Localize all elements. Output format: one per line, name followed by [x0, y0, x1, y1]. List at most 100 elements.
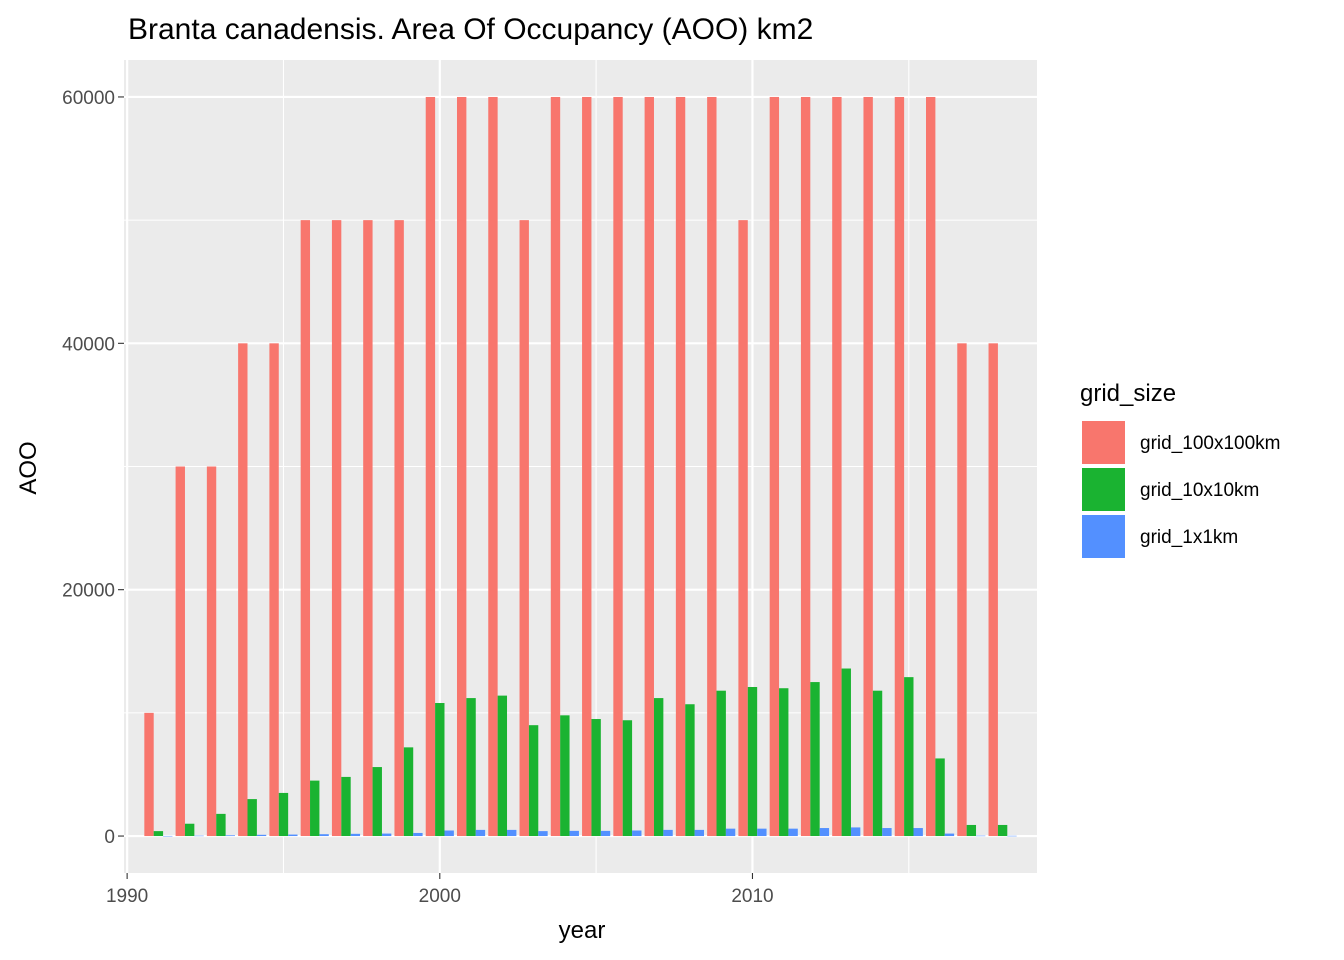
bar [341, 776, 351, 837]
bar [819, 828, 830, 837]
legend-swatch [1082, 468, 1125, 511]
bar [997, 824, 1008, 837]
bar [497, 695, 508, 837]
series-grid_1x1km [163, 827, 1017, 837]
bar [966, 824, 977, 837]
bar [582, 96, 592, 837]
bar [957, 343, 967, 837]
bar [926, 96, 936, 837]
bar [894, 96, 905, 837]
bar [632, 830, 642, 837]
bar [331, 220, 342, 837]
bar [184, 823, 195, 837]
bar [278, 792, 289, 837]
bar [550, 96, 561, 837]
bar [153, 831, 164, 837]
bar [256, 834, 267, 837]
series-grid_10x10km [153, 668, 1008, 837]
bar [194, 835, 204, 837]
bar [444, 830, 454, 837]
legend-label: grid_1x1km [1140, 527, 1238, 548]
bar [456, 96, 467, 837]
bar [394, 220, 404, 837]
series-grid_100x100km [144, 96, 998, 837]
bar [685, 704, 695, 837]
y-tick-label: 40000 [62, 334, 115, 355]
x-axis: 1990 2000 2010 [106, 873, 774, 907]
bar [850, 827, 861, 837]
bar [363, 220, 373, 837]
bar [300, 220, 311, 837]
y-tick-label: 60000 [62, 88, 115, 109]
bar [238, 343, 248, 837]
bar [800, 96, 811, 837]
bar [538, 831, 548, 837]
y-tick-label: 0 [104, 827, 115, 848]
bar [810, 682, 820, 837]
bar [591, 719, 601, 837]
x-axis-title: year [559, 917, 606, 944]
y-axis-title: AOO [15, 441, 42, 494]
bar [872, 690, 883, 837]
bar [769, 96, 780, 837]
bar [381, 833, 392, 837]
bar [747, 686, 758, 837]
bar [225, 835, 235, 837]
bar [560, 715, 570, 837]
legend: grid_size grid_100x100km grid_10x10kmgrid… [1080, 380, 1280, 558]
bar [935, 758, 945, 837]
bar [163, 835, 173, 837]
legend-swatch [1082, 421, 1125, 464]
bar [319, 834, 329, 837]
bar [144, 712, 154, 837]
bar [216, 813, 226, 837]
bars [144, 96, 1017, 837]
bar [528, 725, 539, 837]
bar [613, 96, 623, 837]
bar [694, 829, 705, 837]
bar [206, 466, 217, 837]
bar [976, 835, 986, 837]
bar [675, 96, 686, 837]
bar [519, 220, 529, 837]
bar [644, 96, 654, 837]
bar [600, 830, 611, 837]
bar [841, 668, 851, 837]
bar [904, 677, 914, 837]
legend-swatch [1082, 515, 1125, 558]
x-tick-label: 2000 [419, 886, 461, 907]
bar [622, 720, 633, 837]
bar [988, 343, 998, 837]
legend-label: grid_100x100km [1140, 433, 1280, 454]
bar [269, 343, 279, 837]
y-axis: 0 20000 40000 60000 [62, 88, 124, 848]
bar [663, 829, 673, 837]
bar [413, 832, 423, 837]
bar [1007, 835, 1017, 837]
bar [288, 834, 298, 837]
y-tick-label: 20000 [62, 581, 115, 602]
bar [247, 799, 257, 837]
x-tick-label: 1990 [106, 886, 148, 907]
bar [779, 688, 789, 837]
bar [832, 96, 842, 837]
bar [310, 780, 320, 837]
bar [716, 690, 726, 837]
legend-title: grid_size [1080, 380, 1176, 407]
bar [466, 698, 476, 837]
bar [944, 833, 955, 837]
bar [757, 828, 767, 837]
bar [653, 698, 664, 837]
bar [403, 747, 414, 837]
bar [175, 466, 185, 837]
bar [372, 767, 382, 837]
x-tick-label: 2010 [731, 886, 773, 907]
bar [507, 829, 517, 837]
bar [350, 833, 361, 837]
bar [738, 220, 748, 837]
bar [475, 829, 486, 837]
bar [435, 703, 445, 837]
bar [882, 828, 892, 837]
bar [913, 828, 923, 837]
